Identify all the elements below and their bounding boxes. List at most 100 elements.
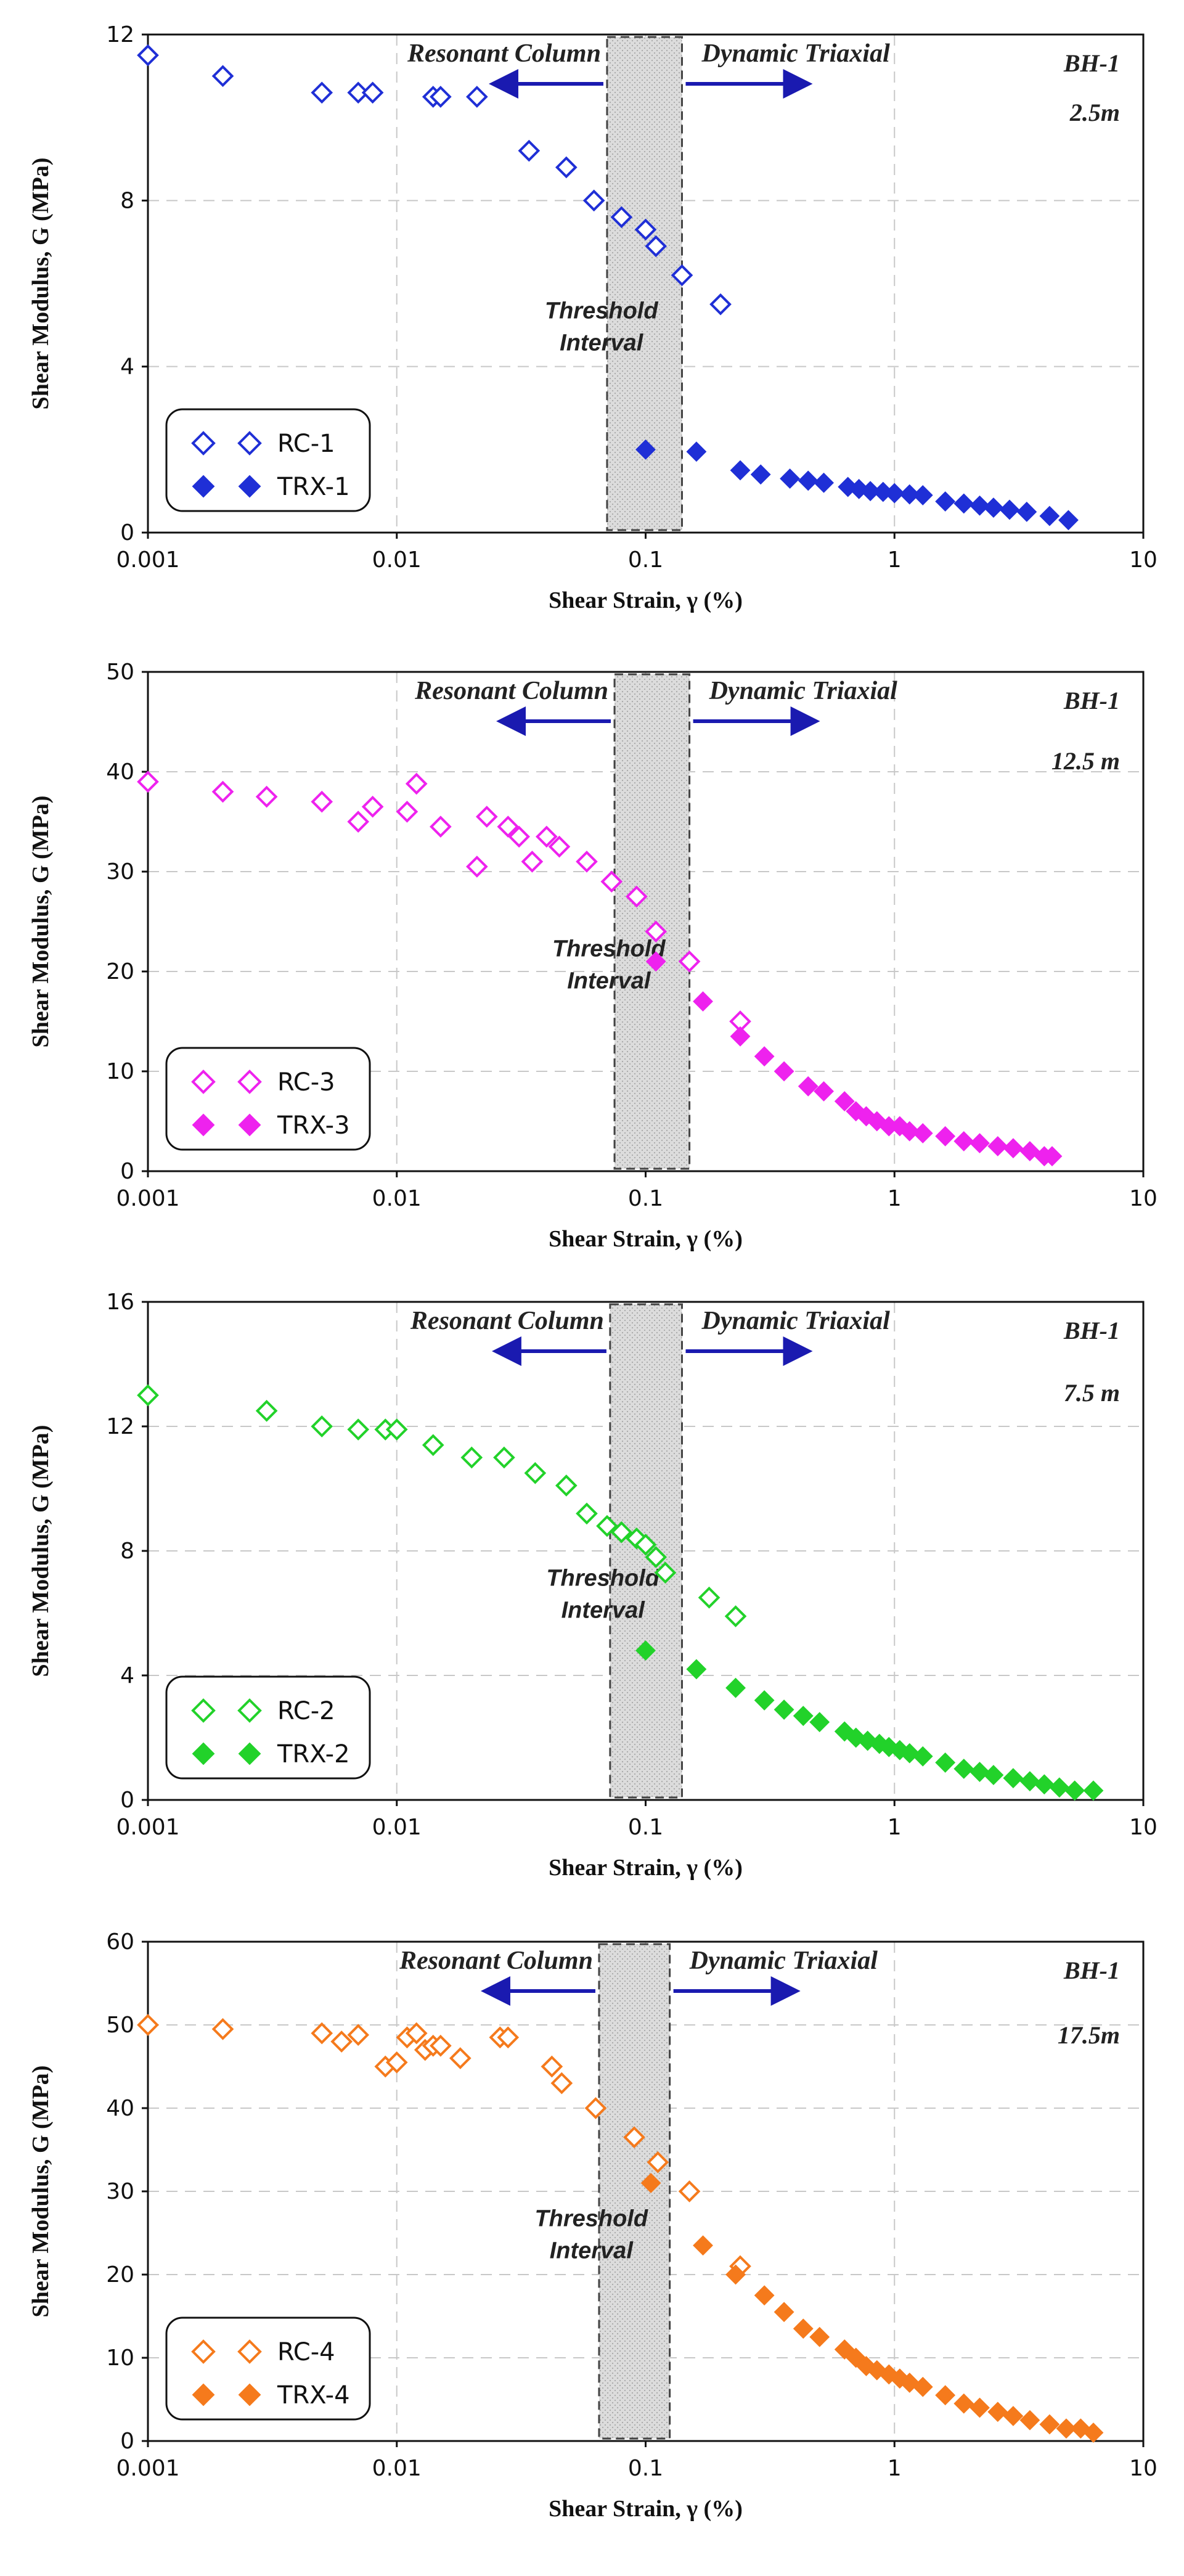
y-tick-label: 30 [106,859,134,885]
data-point [430,86,452,108]
legend-entry-label: TRX-2 [277,1740,350,1768]
y-tick-label: 40 [106,2096,134,2121]
data-point [1039,505,1060,526]
data-point [1042,1146,1063,1167]
legend-marker [191,2339,216,2364]
legend-entry-label: RC-2 [277,1697,335,1725]
x-tick-label: 1 [888,1815,902,1840]
legend-marker [238,1113,261,1137]
threshold-label-line2: Interval [567,968,651,994]
data-point [466,856,488,878]
borehole-label: BH-1 [1063,687,1120,714]
data-point [524,1462,547,1484]
data-point [899,2373,920,2393]
data-point [640,2173,661,2193]
data-point [211,780,234,803]
y-tick-label: 60 [106,1929,134,1955]
data-point [361,81,384,104]
data-point [536,825,558,848]
data-point [460,1446,483,1469]
legend-entry-label: TRX-1 [277,473,350,501]
y-tick-label: 16 [106,1290,134,1315]
x-tick-label: 1 [888,1186,902,1211]
data-point [780,468,801,489]
data-point [645,920,668,943]
x-axis-title: Shear Strain, γ (%) [549,2496,743,2522]
legend-marker [238,1742,261,1765]
threshold-interval-band [598,1943,671,2440]
data-point [137,44,159,67]
y-tick-label: 0 [120,520,134,546]
depth-label: 2.5m [1069,99,1120,126]
series-RC-1 [137,44,732,316]
data-point [798,1076,819,1097]
chart-panel-3: 0 4 8 12 16 0.001 0.01 0.1 1 10 Shear Strain, γ (%… [28,1290,1157,1881]
x-tick-label: 10 [1129,547,1157,573]
threshold-label-line2: Interval [550,2238,634,2264]
legend: RC-1 TRX-1 [165,408,371,512]
data-point [1034,1774,1055,1795]
data-point [730,1026,751,1047]
data-point [347,2024,370,2046]
data-point [582,189,605,212]
data-point [899,1743,920,1764]
data-point [137,771,159,793]
data-point [809,1712,830,1733]
data-point [555,156,578,179]
y-axis-title: Shear Modulus, G (MPa) [28,2066,54,2318]
data-point [693,991,713,1012]
data-point [1056,2418,1077,2439]
y-axis-title: Shear Modulus, G (MPa) [28,796,54,1048]
data-point [774,1061,794,1082]
y-tick-label: 20 [106,2262,134,2288]
x-tick-label: 0.01 [372,2456,422,2481]
data-point [576,850,598,873]
data-point [774,1699,794,1720]
data-point [899,1121,920,1142]
x-tick-label: 1 [888,547,902,573]
data-point [725,1677,746,1698]
data-point [475,806,498,828]
y-tick-label: 0 [120,2429,134,2454]
data-point [311,790,333,813]
legend-marker [192,2383,215,2406]
data-point [793,2318,814,2339]
y-tick-label: 4 [120,354,134,380]
data-point [1003,1768,1024,1789]
data-point [814,1081,835,1102]
y-tick-label: 50 [106,2013,134,2038]
resonant-column-label: Resonant Column [410,1307,604,1335]
data-point [385,1418,408,1441]
y-tick-label: 12 [106,22,134,47]
data-point [846,1101,867,1122]
data-point [396,800,418,823]
data-point [430,816,452,838]
data-point [671,264,693,287]
data-point [935,1126,956,1147]
legend: RC-3 TRX-3 [165,1047,371,1151]
x-tick-label: 0.1 [628,1186,663,1211]
data-point [422,1434,444,1457]
data-point [987,1136,1008,1156]
data-point [754,2285,775,2306]
data-point [361,795,384,818]
legend-box [165,1675,371,1780]
legend: RC-4 TRX-4 [165,2316,371,2421]
data-point [645,1546,668,1568]
data-point [584,2097,607,2119]
data-point [953,1759,974,1779]
x-axis-title: Shear Strain, γ (%) [549,1855,743,1881]
x-tick-label: 0.01 [372,1815,422,1840]
data-point [255,785,278,808]
data-point [1016,501,1037,522]
data-point [497,2026,520,2049]
y-tick-label: 10 [106,1059,134,1084]
legend-marker [192,1113,215,1137]
y-tick-label: 40 [106,759,134,785]
data-point [600,870,623,893]
legend-entry-label: RC-3 [277,1068,335,1097]
data-point [255,1399,278,1422]
data-point [970,2397,990,2418]
data-point [750,464,771,485]
y-tick-label: 8 [120,188,134,213]
